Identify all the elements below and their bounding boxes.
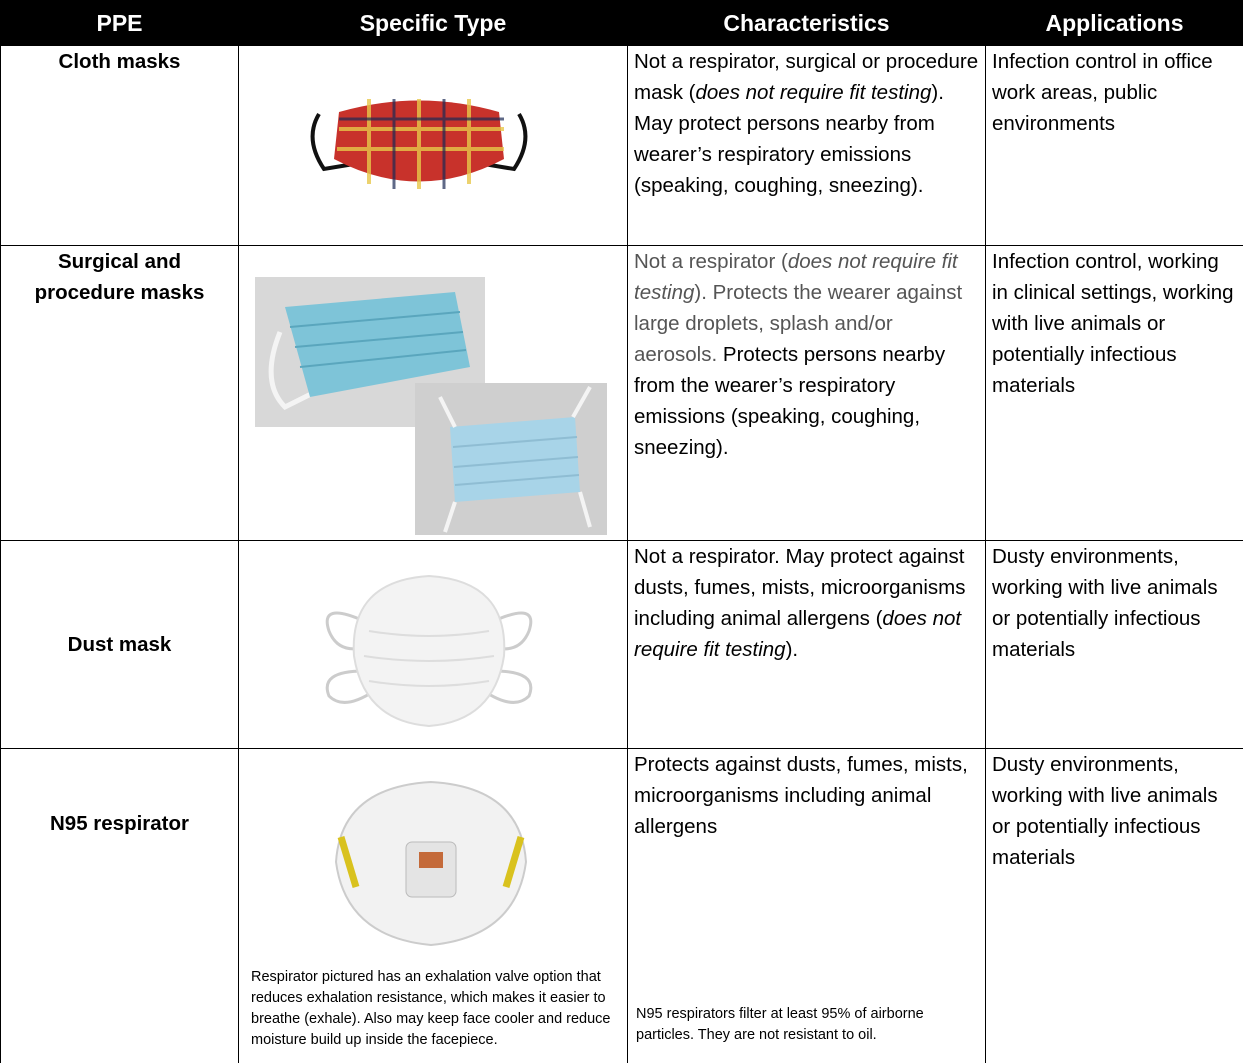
header-row: PPE Specific Type Characteristics Applic… <box>0 0 1243 46</box>
header-cell: Characteristics <box>627 0 986 46</box>
text: Not a respirator. May protect against du… <box>634 545 966 630</box>
text: ). Protects the wearer against large dro… <box>634 281 963 366</box>
text: ). May protect persons nearby from weare… <box>634 81 944 197</box>
characteristics-cell: Not a respirator (does not require fit t… <box>627 245 986 541</box>
applications-cell: Dusty environments, working with live an… <box>985 748 1243 1063</box>
cloth-mask-image <box>310 99 528 189</box>
dust-mask-image <box>325 574 533 728</box>
type-cell <box>238 540 628 749</box>
row: N95 respirator Respirator pictured has a… <box>0 748 1243 1063</box>
header-cell: Specific Type <box>238 0 628 46</box>
type-cell <box>238 45 628 246</box>
text: Protects persons nearby from the wearer’… <box>634 343 946 459</box>
text: Not a respirator, surgical or procedure … <box>634 50 979 104</box>
characteristics-cell: Not a respirator. May protect against du… <box>627 540 986 749</box>
applications-cell: Dusty environments, working with live an… <box>985 540 1243 749</box>
type-cell <box>238 245 628 541</box>
row: Cloth masks Not a respirator, surgical o… <box>0 45 1243 246</box>
type-cell: Respirator pictured has an exhalation va… <box>238 748 628 1063</box>
text: Protects against dusts, fumes, mists, mi… <box>634 753 968 838</box>
row: Dust mask Not a respirator. May protect … <box>0 540 1243 749</box>
characteristics-cell: Not a respirator, surgical or procedure … <box>627 45 986 246</box>
n95-image <box>334 780 528 947</box>
header-cell: PPE <box>0 0 239 46</box>
header-cell: Applications <box>985 0 1243 46</box>
ppe-cell: Surgical and procedure masks <box>0 245 239 541</box>
surgical-mask-image <box>255 277 607 535</box>
text: ). <box>785 638 799 661</box>
text: does not require fit testing <box>695 81 932 104</box>
row: Surgical and procedure masks Not a respi… <box>0 245 1243 541</box>
ppe-cell: Dust mask <box>0 540 239 749</box>
text: Not a respirator ( <box>634 250 788 273</box>
text: does not require fit testing <box>634 607 962 661</box>
text: does not require fit testing <box>634 250 958 304</box>
ppe-cell: Cloth masks <box>0 45 239 246</box>
applications-cell: Infection control, working in clinical s… <box>985 245 1243 541</box>
note: N95 respirators filter at least 95% of a… <box>636 1006 924 1043</box>
characteristics-cell: Protects against dusts, fumes, mists, mi… <box>627 748 986 1063</box>
ppe-cell: N95 respirator <box>0 748 239 1063</box>
applications-cell: Infection control in office work areas, … <box>985 45 1243 246</box>
note: Respirator pictured has an exhalation va… <box>251 969 611 1048</box>
